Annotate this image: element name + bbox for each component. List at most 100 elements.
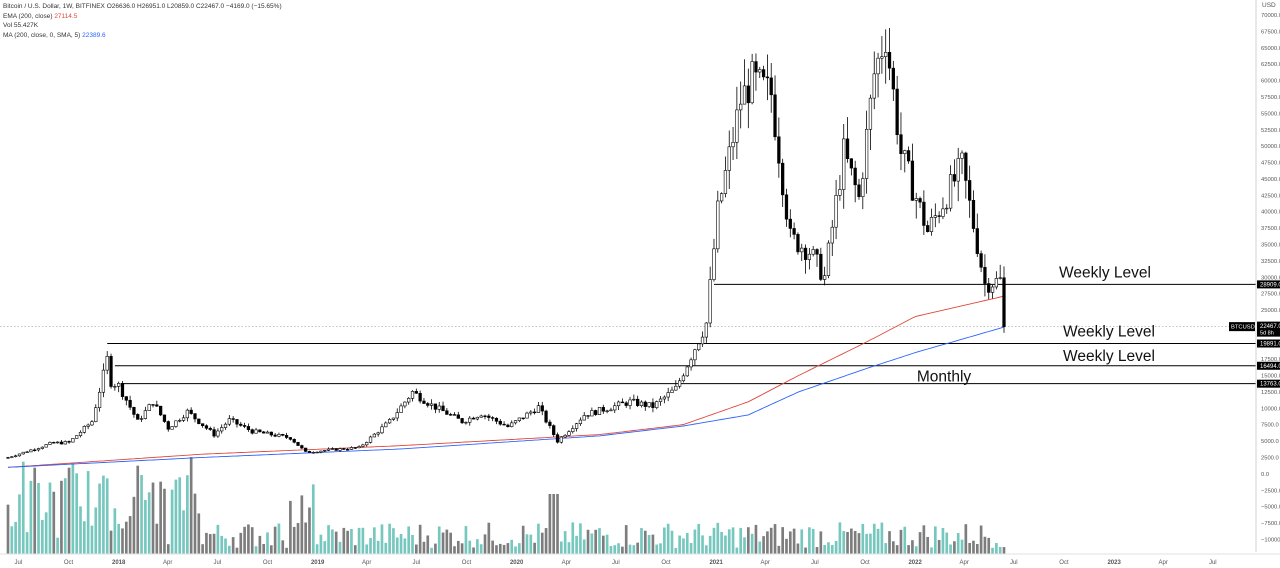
- price-tick-label: 40000.0: [1261, 210, 1280, 216]
- volume-bar: [949, 544, 952, 554]
- candle-body: [582, 415, 586, 421]
- candle-body: [445, 410, 449, 415]
- volume-bar: [109, 530, 113, 554]
- volume-bar: [850, 528, 853, 554]
- candle-body: [632, 398, 636, 401]
- candle-body: [159, 405, 163, 416]
- volume-bar: [395, 537, 399, 554]
- candle-body: [1002, 277, 1006, 327]
- time-tick-label: 2019: [311, 560, 325, 566]
- candle-body: [754, 61, 758, 73]
- volume-bar: [338, 541, 342, 554]
- candle-body: [926, 225, 930, 232]
- volume-bar: [548, 494, 552, 554]
- volume-bar: [445, 529, 449, 554]
- candle-body: [284, 434, 289, 438]
- volume-bar: [105, 478, 109, 554]
- time-tick-label: 2020: [510, 560, 524, 566]
- volume-bar: [628, 544, 632, 554]
- volume-bar: [880, 522, 884, 554]
- candle-body: [597, 407, 602, 415]
- legend-ma-row[interactable]: MA (200, close, 0, SMA, 5) 22389.6: [3, 31, 282, 41]
- candle-body: [616, 401, 621, 407]
- candle-body: [510, 422, 514, 428]
- candle-body: [338, 448, 342, 451]
- legend-ema-row[interactable]: EMA (200, close) 27114.5: [3, 12, 282, 22]
- volume-bar: [777, 545, 781, 554]
- volume-bar: [834, 540, 838, 554]
- legend-vol-row[interactable]: Vol 55.427K: [3, 21, 282, 31]
- volume-bar: [315, 544, 319, 554]
- time-tick-label: 2022: [908, 560, 922, 566]
- candle-body: [109, 356, 113, 387]
- volume-bar: [754, 524, 758, 554]
- candle-body: [910, 160, 915, 201]
- volume-bar: [788, 531, 792, 554]
- candle-body: [513, 420, 518, 424]
- candle-body: [868, 97, 873, 130]
- price-tick-label: 62500.0: [1261, 62, 1280, 68]
- price-tick-label: 52500.0: [1261, 128, 1280, 134]
- volume-bar: [266, 532, 269, 554]
- candle-body: [181, 417, 186, 421]
- volume-bar: [281, 540, 285, 554]
- candle-body: [525, 412, 529, 419]
- candle-body: [887, 52, 892, 69]
- candle-body: [231, 418, 235, 420]
- candle-body: [502, 423, 506, 426]
- volume-bar: [685, 533, 689, 554]
- candle-body: [800, 247, 804, 253]
- volume-bar: [170, 489, 174, 554]
- volume-bar: [144, 499, 147, 554]
- candle-body: [651, 402, 655, 408]
- volume-bar: [292, 526, 296, 554]
- level-price-tag: [1257, 280, 1280, 289]
- time-tick-label: 2021: [709, 560, 723, 566]
- volume-bar: [392, 528, 395, 554]
- candle-body: [128, 399, 132, 408]
- volume-bar: [254, 546, 258, 554]
- candle-body: [452, 414, 457, 416]
- legend-vol-value: 55.427K: [13, 22, 39, 29]
- candle-body: [185, 409, 189, 419]
- volume-bar: [533, 542, 536, 554]
- volume-bar: [892, 541, 895, 554]
- volume-bar: [830, 544, 834, 554]
- volume-bar: [243, 526, 246, 554]
- volume-bar: [594, 529, 598, 554]
- candle-body: [731, 142, 735, 148]
- volume-bar: [174, 479, 178, 554]
- volume-bar: [842, 531, 846, 554]
- volume-bar: [380, 524, 384, 554]
- candle-body: [155, 404, 159, 407]
- volume-bar: [476, 539, 479, 554]
- candle-body: [460, 418, 464, 424]
- candle-body: [922, 201, 926, 226]
- price-tick-label: 27500.0: [1261, 292, 1280, 298]
- candle-body: [136, 414, 140, 420]
- candle-body: [174, 420, 178, 427]
- candle-body: [971, 200, 976, 229]
- candle-body: [346, 449, 350, 451]
- candle-body: [826, 242, 831, 276]
- volume-bar: [659, 543, 662, 554]
- price-tick-label: 25000.0: [1261, 308, 1280, 314]
- candle-body: [613, 405, 617, 411]
- candle-body: [658, 398, 663, 402]
- volume-bar: [605, 534, 609, 554]
- candle-body: [819, 253, 823, 280]
- candle-body: [330, 448, 334, 450]
- volume-bar: [1002, 547, 1006, 554]
- volume-bar: [220, 535, 224, 554]
- candle-body: [609, 409, 613, 412]
- price-tick-label: 45000.0: [1261, 177, 1280, 183]
- candle-body: [903, 150, 907, 154]
- volume-bar: [414, 544, 418, 554]
- volume-bar: [609, 546, 613, 554]
- volume-bar: [14, 521, 17, 554]
- level-lines: [0, 283, 1256, 385]
- candle-body: [475, 416, 480, 420]
- volume-bar: [865, 533, 868, 554]
- volume-bar: [743, 537, 746, 554]
